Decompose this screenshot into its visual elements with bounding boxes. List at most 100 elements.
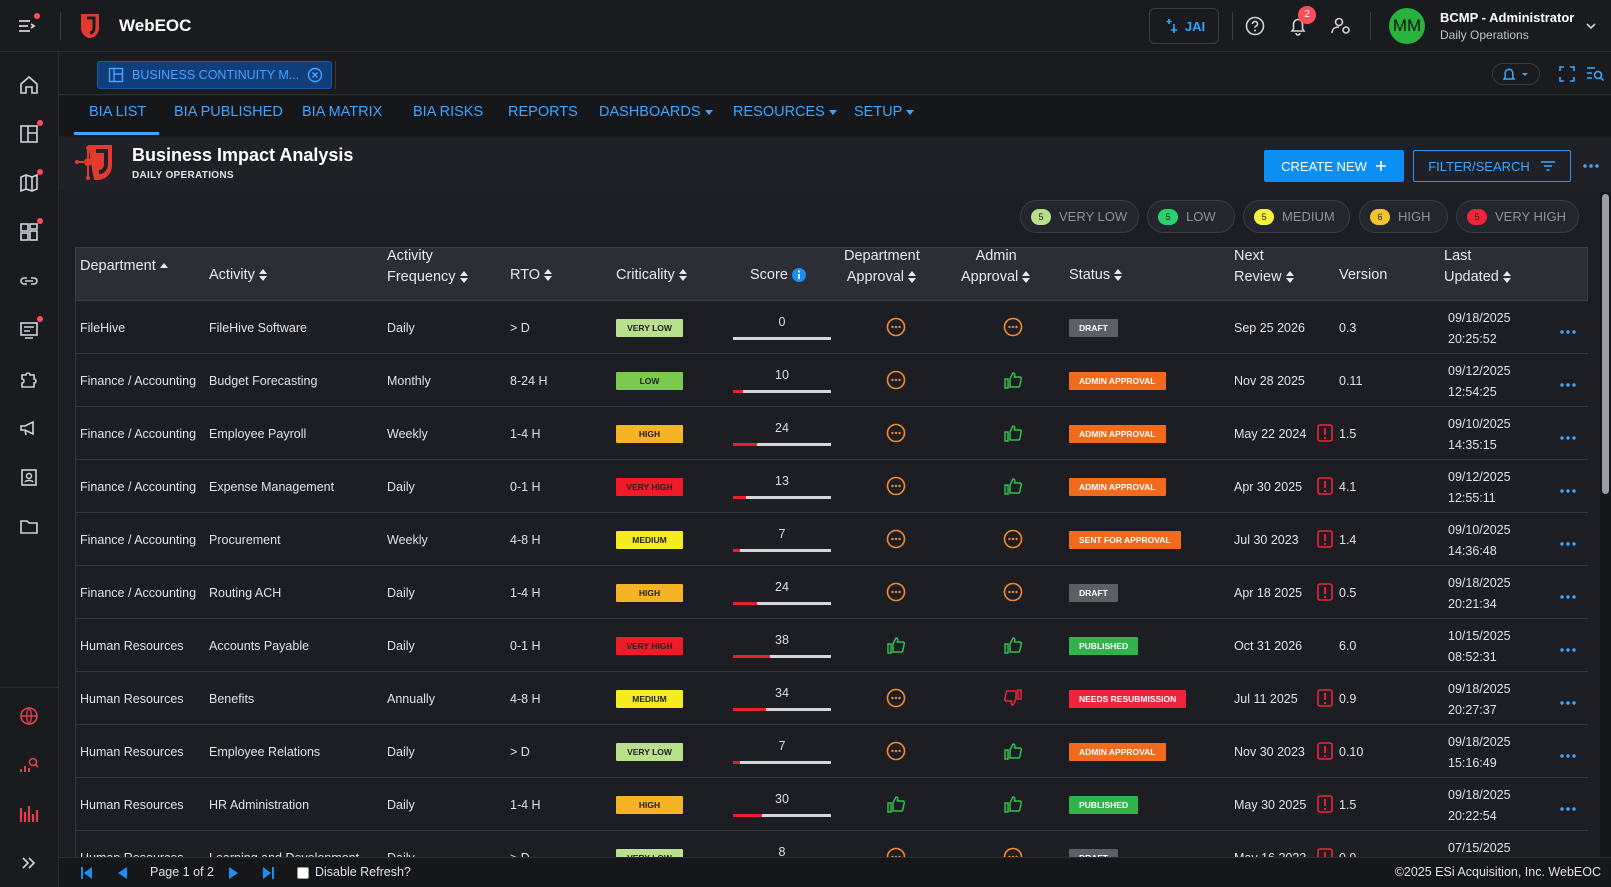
next-page-icon[interactable] [227, 866, 241, 880]
info-icon[interactable] [791, 267, 807, 283]
table-row[interactable]: FileHive FileHive Software Daily > D VERY LO… [75, 301, 1588, 354]
globe-icon[interactable] [18, 705, 40, 727]
thumbs-up-icon[interactable] [1003, 741, 1023, 761]
last-page-icon[interactable] [261, 866, 275, 880]
close-icon[interactable] [307, 67, 323, 83]
row-more-icon[interactable] [1559, 482, 1577, 493]
pending-icon[interactable] [886, 688, 906, 708]
user-name[interactable]: BCMP - Administrator [1440, 10, 1575, 25]
thumbs-up-icon[interactable] [1003, 476, 1023, 496]
messages-icon[interactable] [18, 316, 43, 341]
col-department-approval[interactable]: Department Approval [844, 247, 920, 288]
scrollbar[interactable] [1600, 192, 1611, 857]
first-page-icon[interactable] [80, 866, 94, 880]
pending-icon[interactable] [886, 317, 906, 337]
filter-pill-very-low[interactable]: 5 VERY LOW [1020, 200, 1139, 233]
reports-chart-icon[interactable] [18, 803, 40, 825]
table-row[interactable]: Finance / Accounting Budget Forecasting Mo… [75, 354, 1588, 407]
table-row[interactable]: Finance / Accounting Expense Management Da… [75, 460, 1588, 513]
table-row[interactable]: Human Resources Accounts Payable Daily 0-1 … [75, 619, 1588, 672]
more-options-icon[interactable] [1581, 158, 1601, 168]
table-row[interactable]: Finance / Accounting Employee Payroll Week… [75, 407, 1588, 460]
thumbs-up-icon[interactable] [886, 794, 906, 814]
map-icon[interactable] [18, 169, 43, 194]
filter-search-button[interactable]: FILTER/SEARCH [1413, 150, 1571, 182]
expand-sidebar-icon[interactable] [18, 852, 40, 874]
col-version[interactable]: Version [1339, 267, 1388, 283]
filter-pill-high[interactable]: 6 HIGH [1359, 200, 1448, 233]
pending-icon[interactable] [886, 423, 906, 443]
row-more-icon[interactable] [1559, 588, 1577, 599]
row-more-icon[interactable] [1559, 747, 1577, 758]
home-icon[interactable] [18, 74, 40, 96]
col-activity-frequency[interactable]: Activity Frequency [387, 247, 469, 288]
menu-toggle-icon[interactable] [16, 13, 40, 37]
row-more-icon[interactable] [1559, 323, 1577, 334]
pending-icon[interactable] [886, 847, 906, 857]
jai-button[interactable]: JAI [1149, 8, 1219, 44]
pending-icon[interactable] [886, 582, 906, 602]
pending-icon[interactable] [886, 370, 906, 390]
table-row[interactable]: Finance / Accounting Procurement Weekly 4-8… [75, 513, 1588, 566]
pending-icon[interactable] [1003, 529, 1023, 549]
col-criticality[interactable]: Criticality [616, 265, 688, 286]
analytics-search-icon[interactable] [18, 754, 40, 776]
tab-dashboards[interactable]: DASHBOARDS [599, 104, 713, 120]
pending-icon[interactable] [886, 529, 906, 549]
fullscreen-icon[interactable] [1557, 64, 1577, 84]
col-score[interactable]: Score [750, 265, 807, 286]
disable-refresh-checkbox[interactable] [297, 867, 309, 879]
user-settings-icon[interactable] [1330, 15, 1352, 37]
business-continuity-tab[interactable]: BUSINESS CONTINUITY M... [97, 61, 332, 89]
thumbs-down-icon[interactable] [1003, 688, 1023, 708]
tab-resources[interactable]: RESOURCES [733, 104, 837, 120]
boards-icon[interactable] [18, 120, 43, 145]
previous-page-icon[interactable] [115, 866, 129, 880]
filter-pill-low[interactable]: 5 LOW [1147, 200, 1235, 233]
help-icon[interactable] [1244, 15, 1266, 37]
thumbs-up-icon[interactable] [1003, 423, 1023, 443]
col-last-updated[interactable]: Last Updated [1444, 247, 1512, 288]
table-row[interactable]: Human Resources Benefits Annually 4-8 H MEDI… [75, 672, 1588, 725]
row-more-icon[interactable] [1559, 535, 1577, 546]
scrollbar-thumb[interactable] [1602, 194, 1609, 494]
row-more-icon[interactable] [1559, 694, 1577, 705]
tab-bia-list[interactable]: BIA LIST [89, 104, 147, 120]
user-context[interactable]: Daily Operations [1440, 28, 1529, 42]
table-row[interactable]: Human Resources Employee Relations Daily > … [75, 725, 1588, 778]
thumbs-up-icon[interactable] [1003, 794, 1023, 814]
table-row[interactable]: Human Resources Learning and Development D… [75, 831, 1588, 857]
row-more-icon[interactable] [1559, 800, 1577, 811]
tab-setup[interactable]: SETUP [854, 104, 915, 120]
dashboard-icon[interactable] [18, 218, 43, 243]
pending-icon[interactable] [1003, 582, 1023, 602]
col-next-review[interactable]: Next Review [1234, 247, 1295, 288]
row-more-icon[interactable] [1559, 641, 1577, 652]
contacts-icon[interactable] [18, 466, 40, 488]
col-status[interactable]: Status [1069, 265, 1123, 286]
table-row[interactable]: Human Resources HR Administration Daily 1-4… [75, 778, 1588, 831]
megaphone-icon[interactable] [18, 417, 40, 439]
avatar[interactable]: MM [1389, 8, 1425, 44]
col-admin-approval[interactable]: Admin Approval [961, 247, 1031, 288]
pending-icon[interactable] [886, 476, 906, 496]
pending-icon[interactable] [1003, 317, 1023, 337]
alert-settings-button[interactable] [1492, 63, 1540, 85]
table-row[interactable]: Finance / Accounting Routing ACH Daily 1-4 … [75, 566, 1588, 619]
search-list-icon[interactable] [1585, 64, 1605, 84]
tab-reports[interactable]: REPORTS [508, 104, 578, 120]
pending-icon[interactable] [1003, 847, 1023, 857]
tab-bia-published[interactable]: BIA PUBLISHED [174, 104, 283, 120]
col-rto[interactable]: RTO [510, 265, 553, 286]
link-icon[interactable] [18, 270, 40, 292]
filter-pill-medium[interactable]: 5 MEDIUM [1243, 200, 1350, 233]
chevron-down-icon[interactable] [1585, 19, 1597, 31]
folder-icon[interactable] [18, 515, 40, 537]
tab-bia-matrix[interactable]: BIA MATRIX [302, 104, 383, 120]
thumbs-up-icon[interactable] [1003, 370, 1023, 390]
thumbs-up-icon[interactable] [1003, 635, 1023, 655]
row-more-icon[interactable] [1559, 429, 1577, 440]
col-department[interactable]: Department [80, 256, 169, 277]
col-activity[interactable]: Activity [209, 265, 268, 286]
filter-pill-very-high[interactable]: 5 VERY HIGH [1456, 200, 1579, 233]
